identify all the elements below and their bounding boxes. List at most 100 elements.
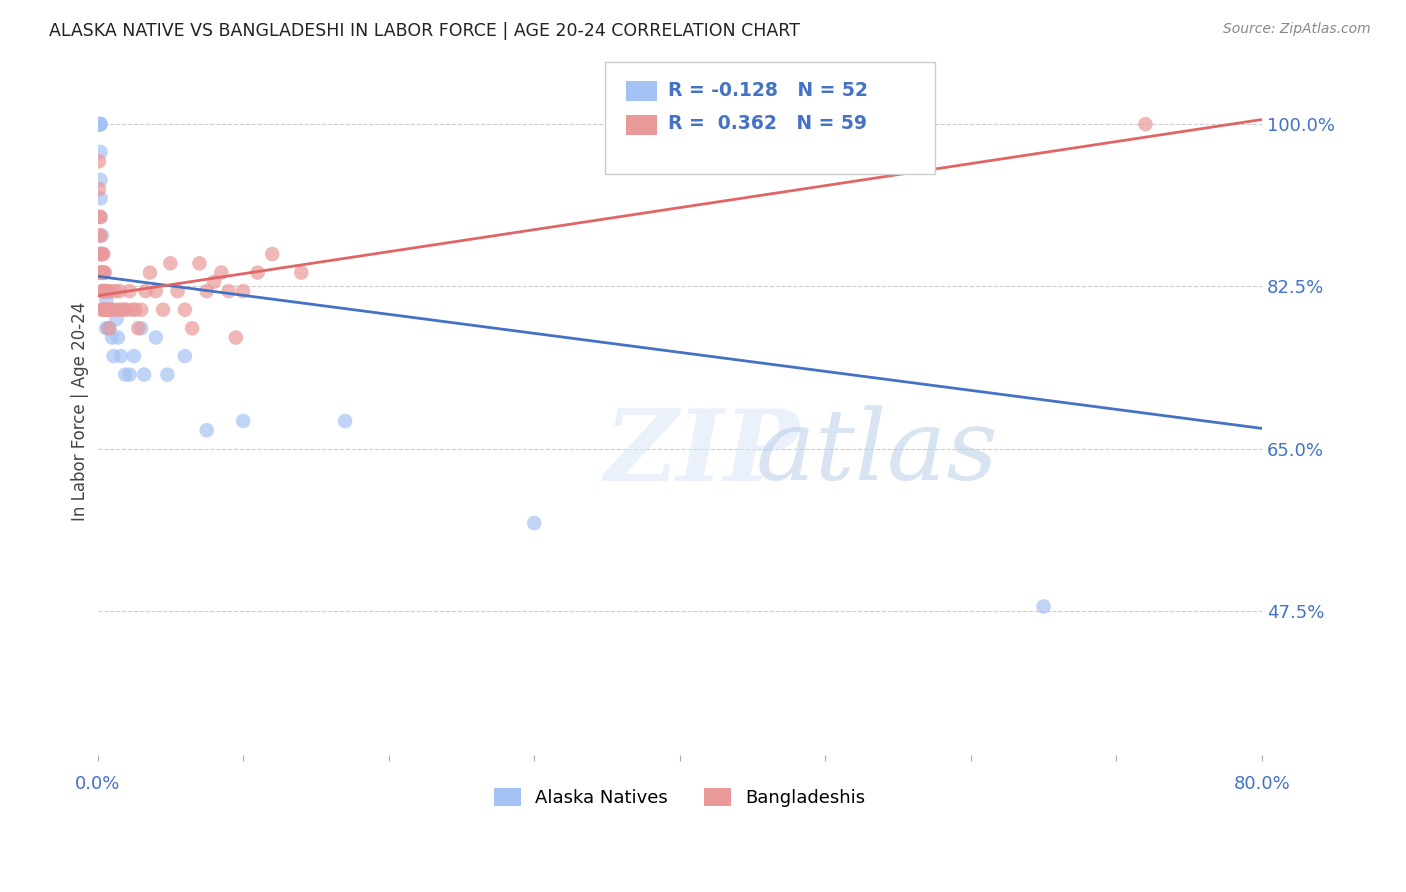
Point	[202, 275, 225, 289]
Point	[87, 117, 110, 131]
Point	[1135, 117, 1157, 131]
Text: Source: ZipAtlas.com: Source: ZipAtlas.com	[1223, 22, 1371, 37]
Text: R =  0.362   N = 59: R = 0.362 N = 59	[668, 114, 868, 134]
Point	[104, 284, 127, 298]
Point	[218, 284, 240, 298]
Point	[232, 414, 254, 428]
Point	[110, 349, 132, 363]
Point	[87, 117, 110, 131]
Point	[94, 284, 117, 298]
Point	[94, 284, 117, 298]
Point	[174, 349, 197, 363]
Point	[89, 173, 111, 187]
Y-axis label: In Labor Force | Age 20-24: In Labor Force | Age 20-24	[72, 302, 89, 521]
Point	[91, 266, 114, 280]
Point	[87, 182, 110, 196]
Point	[333, 414, 356, 428]
Point	[225, 330, 247, 344]
Point	[94, 302, 117, 317]
Point	[87, 117, 110, 131]
Point	[101, 330, 124, 344]
Point	[87, 117, 110, 131]
Point	[110, 302, 132, 317]
Point	[98, 302, 121, 317]
Point	[89, 247, 111, 261]
Point	[93, 284, 115, 298]
Point	[121, 302, 143, 317]
Point	[98, 302, 121, 317]
Point	[195, 423, 218, 437]
Point	[166, 284, 188, 298]
Point	[96, 302, 118, 317]
Text: 80.0%: 80.0%	[1233, 775, 1291, 793]
Point	[91, 266, 114, 280]
Point	[129, 321, 152, 335]
Point	[91, 284, 114, 298]
Legend: Alaska Natives, Bangladeshis: Alaska Natives, Bangladeshis	[486, 780, 873, 814]
Point	[98, 321, 121, 335]
Point	[98, 321, 121, 335]
Point	[89, 117, 111, 131]
Point	[100, 284, 122, 298]
Point	[290, 266, 312, 280]
Point	[139, 266, 162, 280]
Point	[145, 330, 167, 344]
Point	[91, 266, 114, 280]
Point	[152, 302, 174, 317]
Point	[232, 284, 254, 298]
Point	[87, 117, 110, 131]
Point	[122, 349, 145, 363]
Point	[112, 302, 135, 317]
Point	[87, 117, 110, 131]
Point	[96, 321, 118, 335]
Point	[246, 266, 269, 280]
Point	[89, 266, 111, 280]
Point	[91, 247, 114, 261]
Point	[96, 293, 118, 308]
Text: ZIP: ZIP	[605, 405, 799, 501]
Point	[89, 210, 111, 224]
Point	[89, 145, 111, 159]
Point	[91, 228, 114, 243]
Point	[97, 284, 120, 298]
Point	[209, 266, 232, 280]
Point	[94, 284, 117, 298]
Point	[89, 117, 111, 131]
Point	[89, 117, 111, 131]
Point	[195, 284, 218, 298]
Point	[134, 368, 156, 382]
Point	[115, 302, 138, 317]
Point	[118, 284, 141, 298]
Text: R = -0.128   N = 52: R = -0.128 N = 52	[668, 80, 868, 100]
Point	[93, 266, 115, 280]
Point	[129, 302, 152, 317]
Text: ALASKA NATIVE VS BANGLADESHI IN LABOR FORCE | AGE 20-24 CORRELATION CHART: ALASKA NATIVE VS BANGLADESHI IN LABOR FO…	[49, 22, 800, 40]
Point	[188, 256, 211, 270]
Text: 0.0%: 0.0%	[75, 775, 121, 793]
Point	[156, 368, 179, 382]
Point	[87, 154, 110, 169]
Point	[127, 321, 149, 335]
Point	[181, 321, 204, 335]
Point	[87, 117, 110, 131]
Point	[89, 191, 111, 205]
Point	[107, 330, 129, 344]
Point	[97, 321, 120, 335]
Point	[97, 302, 120, 317]
Point	[118, 368, 141, 382]
Point	[135, 284, 157, 298]
Point	[87, 247, 110, 261]
Text: atlas: atlas	[755, 405, 998, 500]
Point	[105, 302, 128, 317]
Point	[89, 210, 111, 224]
Point	[87, 228, 110, 243]
Point	[108, 284, 131, 298]
Point	[93, 302, 115, 317]
Point	[89, 266, 111, 280]
Point	[97, 302, 120, 317]
Point	[91, 247, 114, 261]
Point	[114, 368, 136, 382]
Point	[103, 349, 125, 363]
Point	[101, 302, 124, 317]
Point	[94, 266, 117, 280]
